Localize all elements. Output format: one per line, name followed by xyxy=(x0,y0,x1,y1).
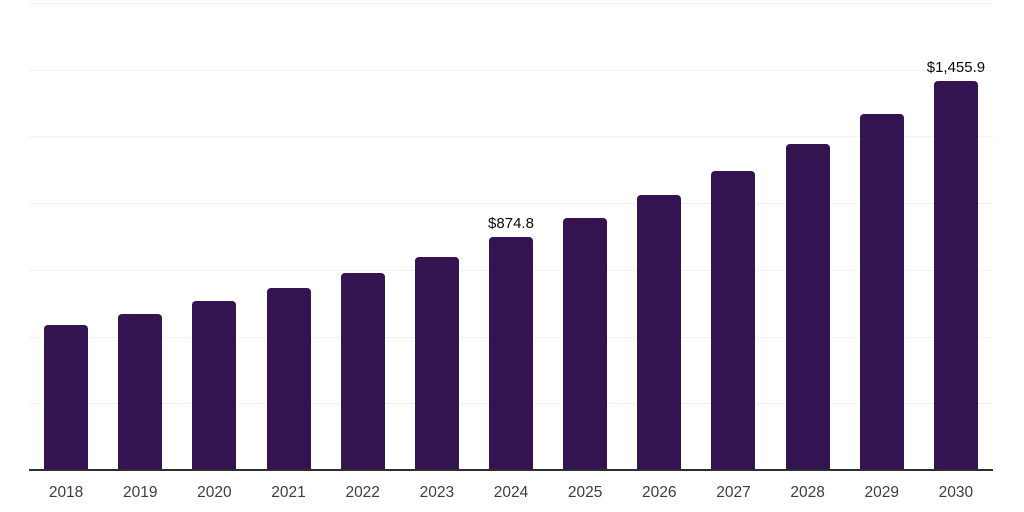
bar-2021 xyxy=(266,288,311,470)
x-tick-label-2019: 2019 xyxy=(122,484,158,501)
x-tick-label-2027: 2027 xyxy=(716,484,751,501)
gridline xyxy=(29,69,993,71)
gridline xyxy=(29,136,993,138)
bar-2024 xyxy=(489,236,533,470)
bar-2020 xyxy=(192,301,237,470)
x-tick-label-2025: 2025 xyxy=(567,484,603,501)
gridline xyxy=(29,203,993,205)
plot-area: $874.8 $1,455.9 xyxy=(29,3,993,470)
x-tick-label-2020: 2020 xyxy=(197,484,232,501)
x-tick-label-2028: 2028 xyxy=(790,484,825,501)
x-axis-line xyxy=(29,469,993,471)
bar-2022 xyxy=(340,272,385,470)
x-tick-label-2022: 2022 xyxy=(345,484,380,501)
bar-2023 xyxy=(414,256,459,470)
x-tick-label-2021: 2021 xyxy=(271,484,306,501)
bar-2029 xyxy=(859,114,904,470)
gridline xyxy=(29,3,993,4)
data-label-2030: $1,455.9 xyxy=(926,59,986,77)
x-tick-label-2024: 2024 xyxy=(493,484,529,501)
data-label-2024: $874.8 xyxy=(488,214,534,232)
x-tick-label-2023: 2023 xyxy=(419,484,455,501)
bar-2028 xyxy=(785,144,830,470)
bar-2019 xyxy=(118,313,163,470)
bar-2025 xyxy=(563,217,608,470)
bar-2018 xyxy=(44,325,89,470)
bar-2026 xyxy=(637,195,682,470)
bar-2027 xyxy=(711,171,756,470)
x-tick-label-2026: 2026 xyxy=(642,484,677,501)
x-tick-label-2018: 2018 xyxy=(48,484,84,501)
bar-2030 xyxy=(933,81,978,470)
x-tick-label-2030: 2030 xyxy=(938,484,974,501)
x-tick-label-2029: 2029 xyxy=(864,484,900,501)
x-axis-labels: 2018 2019 2020 2021 2022 2023 2024 2025 2026 2027… xyxy=(29,484,993,504)
